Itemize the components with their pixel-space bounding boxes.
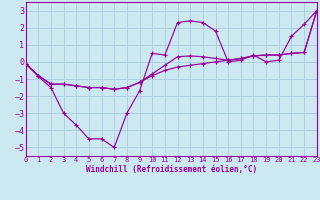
X-axis label: Windchill (Refroidissement éolien,°C): Windchill (Refroidissement éolien,°C) bbox=[86, 165, 257, 174]
